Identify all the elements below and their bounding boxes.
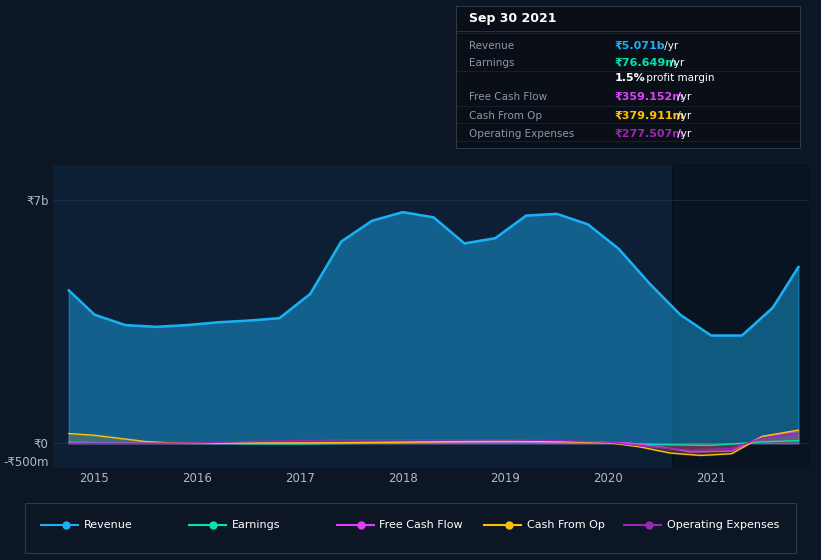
Text: ₹359.152m: ₹359.152m (614, 92, 684, 102)
Text: Earnings: Earnings (470, 58, 515, 68)
Text: /yr: /yr (673, 129, 690, 139)
Text: /yr: /yr (661, 40, 678, 50)
Text: Cash From Op: Cash From Op (527, 520, 605, 530)
FancyBboxPatch shape (456, 6, 800, 148)
Text: /yr: /yr (673, 92, 690, 102)
Text: profit margin: profit margin (643, 73, 714, 83)
Text: Operating Expenses: Operating Expenses (470, 129, 575, 139)
Text: /yr: /yr (667, 58, 685, 68)
Text: Free Cash Flow: Free Cash Flow (470, 92, 548, 102)
Text: /yr: /yr (673, 110, 690, 120)
Text: ₹5.071b: ₹5.071b (614, 40, 665, 50)
FancyBboxPatch shape (25, 503, 796, 553)
Text: Revenue: Revenue (84, 520, 132, 530)
Text: Earnings: Earnings (232, 520, 280, 530)
Bar (672, 165, 809, 468)
Text: Operating Expenses: Operating Expenses (667, 520, 779, 530)
Text: ₹76.649m: ₹76.649m (614, 58, 677, 68)
Text: 1.5%: 1.5% (614, 73, 645, 83)
Text: ₹379.911m: ₹379.911m (614, 110, 685, 120)
Text: ₹277.507m: ₹277.507m (614, 129, 684, 139)
Text: Sep 30 2021: Sep 30 2021 (470, 12, 557, 25)
Text: Free Cash Flow: Free Cash Flow (379, 520, 463, 530)
Text: Revenue: Revenue (470, 40, 515, 50)
Text: Cash From Op: Cash From Op (470, 110, 543, 120)
